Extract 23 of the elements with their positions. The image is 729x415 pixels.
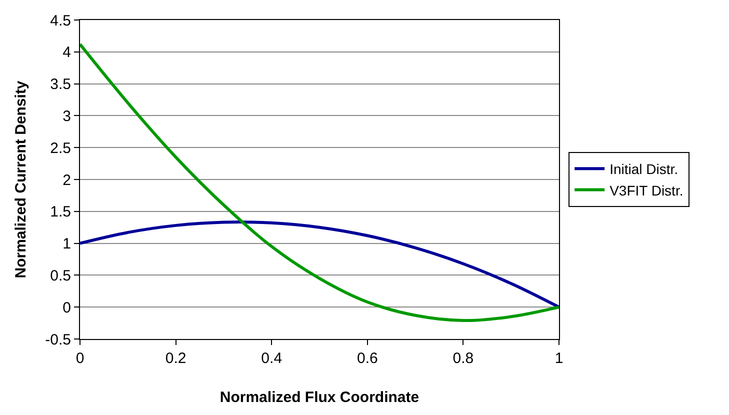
line-series [80,42,559,322]
x-tick-label: 1 [554,350,564,367]
line-series [80,220,559,309]
y-tick-label: 2 [62,172,71,189]
y-tick-label: 3 [62,108,71,125]
x-axis-title: Normalized Flux Coordinate [220,389,420,406]
y-tick-label: 4 [62,44,71,62]
legend-label: V3FIT Distr. [610,182,684,198]
y-tick-label: 2.5 [50,140,71,157]
y-tick-label: 3.5 [50,76,71,94]
legend-label: Initial Distr. [610,161,678,178]
x-tick-label: 0.2 [165,350,186,367]
x-tick-label: 0.6 [356,350,378,367]
y-axis-title: Normalized Current Density [12,80,30,278]
x-tick-label: 0.8 [452,350,474,367]
y-tick-label: 1.5 [50,204,71,221]
y-tick-label: 4.5 [50,12,71,30]
x-tick-label: 0 [76,350,84,367]
y-tick-label: 0.5 [50,267,71,284]
y-tick-label: 1 [62,236,71,253]
y-tick-label: 0 [62,299,71,316]
y-tick-label: -0.5 [45,331,71,348]
x-tick-label: 0.4 [261,350,282,367]
